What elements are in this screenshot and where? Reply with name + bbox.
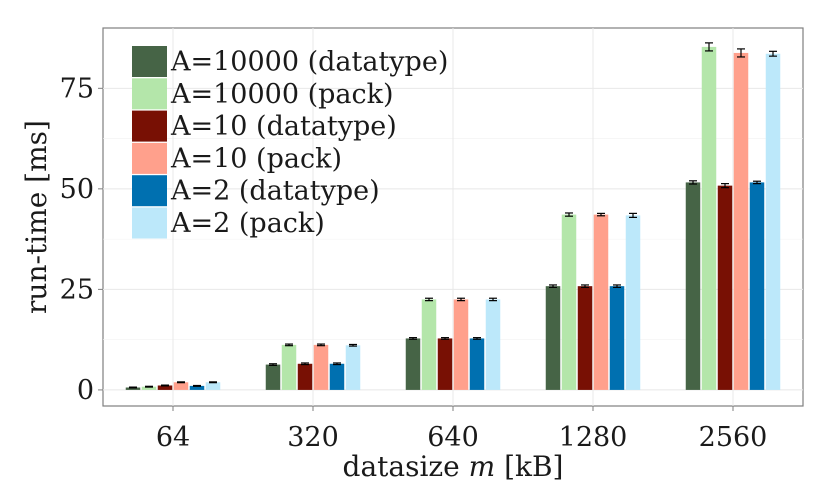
legend-label: A=10000 (pack) [170,79,394,110]
legend-key [132,110,167,142]
legend-key [132,207,167,239]
bar [125,387,141,390]
bar [685,182,701,390]
bar [329,363,345,390]
legend-key [132,175,167,207]
y-axis-title: run-time [ms] [20,120,53,314]
y-tick-label: 0 [77,375,94,406]
bar [437,338,453,390]
bar [749,182,765,390]
bar [345,345,361,390]
y-tick-label: 50 [60,174,94,205]
bar [157,385,173,390]
bar [561,214,577,390]
y-tick-label: 25 [60,274,94,305]
bar [609,286,625,390]
x-axis-title-suffix: [kB] [495,450,563,483]
bar [189,385,205,390]
bar [313,344,329,390]
x-tick-label: 2560 [699,422,768,453]
bar [453,299,469,390]
y-tick-label: 75 [60,73,94,104]
axis-ticks: 0 25 50 75 64 320 640 1280 2560 [60,73,768,453]
x-tick-label: 1280 [559,422,628,453]
legend-key [132,78,167,110]
bars [125,42,781,390]
x-axis-title-prefix: datasize [343,450,469,483]
legend-label: A=10000 (datatype) [170,47,448,78]
bar [173,382,189,390]
bar [205,382,221,390]
x-tick-label: 640 [427,422,479,453]
bar [265,364,281,390]
bar [593,214,609,390]
x-axis-title: datasize m [kB] [343,450,564,483]
legend-label: A=10 (pack) [170,143,342,174]
bar [297,363,313,390]
x-axis-title-var: m [469,450,496,483]
legend-key [132,46,167,77]
bar [701,46,717,390]
bar [765,53,781,390]
legend: A=10000 (datatype)A=10000 (pack)A=10 (da… [132,46,448,239]
bar [469,338,485,390]
bar [577,286,593,390]
bar [141,386,157,390]
bar [625,215,641,390]
x-tick-label: 320 [287,422,339,453]
bar [421,299,437,390]
bar [281,344,297,390]
legend-key [132,142,167,174]
x-tick-label: 64 [156,422,190,453]
bar [545,286,561,390]
legend-label: A=2 (datatype) [170,176,380,207]
bar [733,52,749,390]
bar [717,185,733,390]
legend-label: A=2 (pack) [170,208,325,239]
legend-label: A=10 (datatype) [170,111,397,142]
bar [485,299,501,390]
bar [405,338,421,390]
